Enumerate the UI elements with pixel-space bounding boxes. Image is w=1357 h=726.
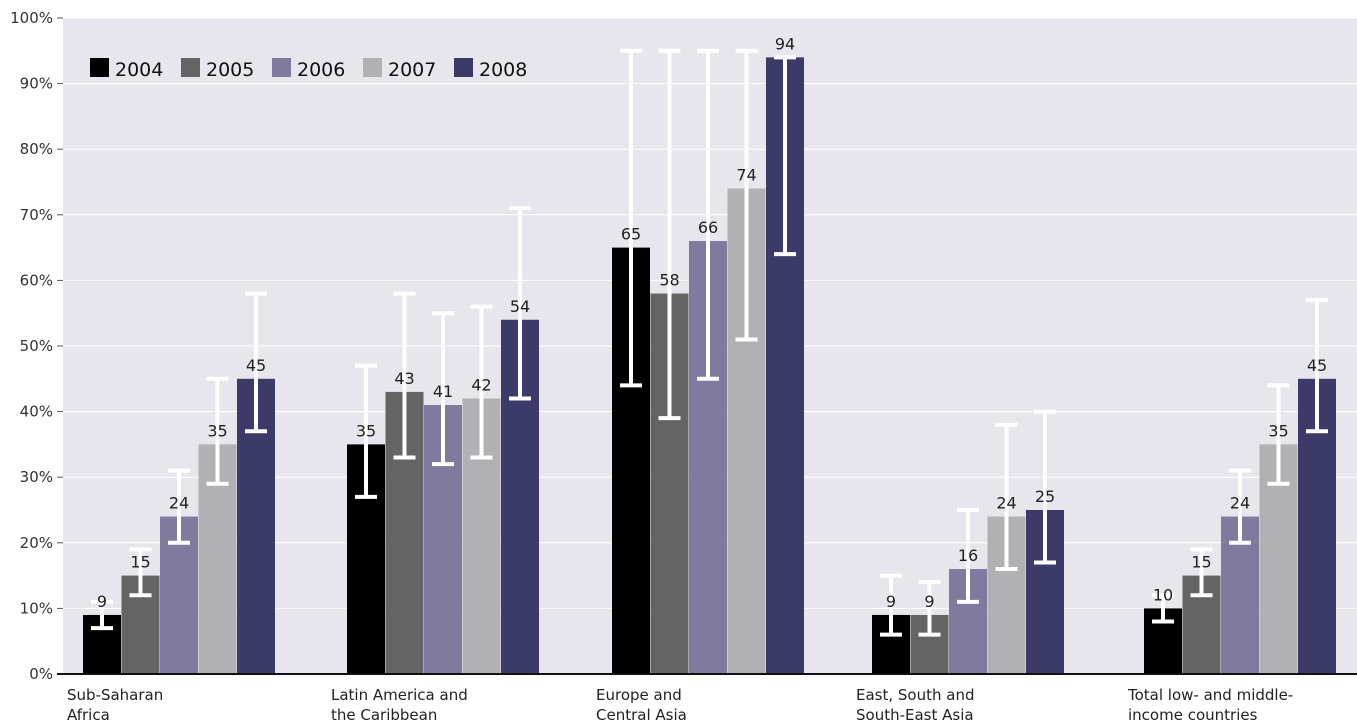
data-label-2004-2: 65 bbox=[621, 225, 641, 244]
data-label-2008-3: 25 bbox=[1035, 487, 1055, 506]
data-label-2008-1: 54 bbox=[510, 297, 530, 316]
data-label-2007-0: 35 bbox=[207, 421, 227, 440]
legend-item-2005: 2005 bbox=[181, 58, 254, 81]
category-label-3: East, South and South-East Asia bbox=[856, 686, 974, 724]
category-labels: Sub-Saharan Africa Latin America and the Ca… bbox=[67, 686, 1293, 724]
y-axis-tick-labels: 0% 10% 20% 30% 40% 50% 60% 70% 80% 90% 100% bbox=[10, 9, 53, 683]
error-bar-2006-1 bbox=[432, 311, 454, 467]
legend: 2004 2005 2006 2007 2008 bbox=[90, 58, 527, 81]
error-bar-2006-3 bbox=[957, 508, 979, 604]
error-bar-2007-2 bbox=[735, 48, 758, 342]
legend-swatch bbox=[454, 58, 473, 77]
data-label-2008-0: 45 bbox=[246, 356, 266, 375]
legend-item-2006: 2006 bbox=[272, 58, 345, 81]
error-bar-2005-1 bbox=[393, 291, 416, 460]
error-bar-2005-2 bbox=[658, 48, 681, 421]
data-label-2007-4: 35 bbox=[1268, 421, 1288, 440]
data-label-2004-0: 9 bbox=[97, 592, 107, 611]
error-bar-2005-0 bbox=[129, 547, 152, 598]
y-tick-label: 40% bbox=[20, 403, 53, 421]
error-bar-2004-3 bbox=[880, 573, 902, 637]
data-label-2006-1: 41 bbox=[433, 382, 453, 401]
error-bar-2004-2 bbox=[620, 48, 642, 388]
y-tick-label: 30% bbox=[20, 468, 53, 486]
error-bar-2007-4 bbox=[1267, 383, 1290, 486]
legend-swatch bbox=[90, 58, 109, 77]
data-label-2006-2: 66 bbox=[698, 218, 718, 237]
category-label-0: Sub-Saharan Africa bbox=[67, 686, 163, 724]
data-label-2007-1: 42 bbox=[471, 375, 491, 394]
data-label-2005-3: 9 bbox=[924, 592, 934, 611]
y-tick-label: 0% bbox=[29, 665, 53, 683]
error-bar-2007-1 bbox=[470, 304, 493, 460]
error-bar-2008-1 bbox=[509, 206, 531, 401]
error-bars bbox=[91, 48, 1328, 637]
data-label-2006-4: 24 bbox=[1230, 494, 1250, 513]
legend-swatch bbox=[272, 58, 291, 77]
data-label-2005-4: 15 bbox=[1191, 553, 1211, 572]
y-tick-label: 60% bbox=[20, 271, 53, 289]
legend-label: 2006 bbox=[297, 59, 345, 81]
legend-item-2004: 2004 bbox=[90, 58, 163, 81]
data-label-2006-0: 24 bbox=[169, 494, 189, 513]
legend-swatch bbox=[363, 58, 382, 77]
y-tick-label: 10% bbox=[20, 599, 53, 617]
error-bar-2005-3 bbox=[918, 580, 941, 637]
legend-item-2007: 2007 bbox=[363, 58, 436, 81]
data-label-2006-3: 16 bbox=[958, 546, 978, 565]
data-label-2007-2: 74 bbox=[736, 166, 756, 185]
legend-label: 2004 bbox=[115, 59, 163, 81]
error-bar-2005-4 bbox=[1190, 547, 1213, 598]
data-label-2004-1: 35 bbox=[356, 421, 376, 440]
error-bar-2004-4 bbox=[1152, 593, 1174, 624]
error-bar-2008-4 bbox=[1306, 298, 1328, 434]
legend-label: 2008 bbox=[479, 59, 527, 81]
error-bar-2007-0 bbox=[206, 376, 229, 486]
data-label-2007-3: 24 bbox=[996, 494, 1016, 513]
data-label-2005-1: 43 bbox=[394, 369, 414, 388]
error-bar-2008-3 bbox=[1034, 409, 1056, 565]
legend-label: 2005 bbox=[206, 59, 254, 81]
y-tick-label: 100% bbox=[10, 9, 53, 27]
legend-swatch bbox=[181, 58, 200, 77]
y-tick-label: 50% bbox=[20, 337, 53, 355]
data-label-2008-4: 45 bbox=[1307, 356, 1327, 375]
category-label-4: Total low- and middle-income countries bbox=[1127, 686, 1293, 724]
data-label-2005-2: 58 bbox=[659, 271, 679, 290]
error-bar-2007-3 bbox=[995, 422, 1018, 572]
category-label-2: Europe and Central Asia bbox=[596, 686, 687, 724]
y-tick-label: 80% bbox=[20, 140, 53, 158]
error-bar-2008-0 bbox=[245, 291, 267, 434]
error-bar-2006-0 bbox=[168, 468, 190, 545]
y-tick-label: 20% bbox=[20, 534, 53, 552]
y-tick-label: 90% bbox=[20, 75, 53, 93]
data-labels: 9 35 65 9 10 15 43 58 9 15 24 41 66 16 24 35 42 74 24 35 45 5… bbox=[97, 34, 1327, 611]
data-label-2008-2: 94 bbox=[775, 34, 795, 53]
error-bar-2004-0 bbox=[91, 599, 113, 631]
category-label-1: Latin America and the Caribbean bbox=[331, 686, 468, 724]
bars bbox=[83, 57, 1336, 675]
data-label-2004-4: 10 bbox=[1153, 585, 1173, 604]
legend-label: 2007 bbox=[388, 59, 436, 81]
error-bar-2008-2 bbox=[774, 55, 796, 257]
error-bar-2006-4 bbox=[1229, 468, 1251, 545]
error-bar-2006-2 bbox=[697, 48, 719, 381]
data-label-2005-0: 15 bbox=[130, 553, 150, 572]
legend-item-2008: 2008 bbox=[454, 58, 527, 81]
y-tick-label: 70% bbox=[20, 206, 53, 224]
data-label-2004-3: 9 bbox=[886, 592, 896, 611]
error-bar-2004-1 bbox=[355, 363, 377, 499]
